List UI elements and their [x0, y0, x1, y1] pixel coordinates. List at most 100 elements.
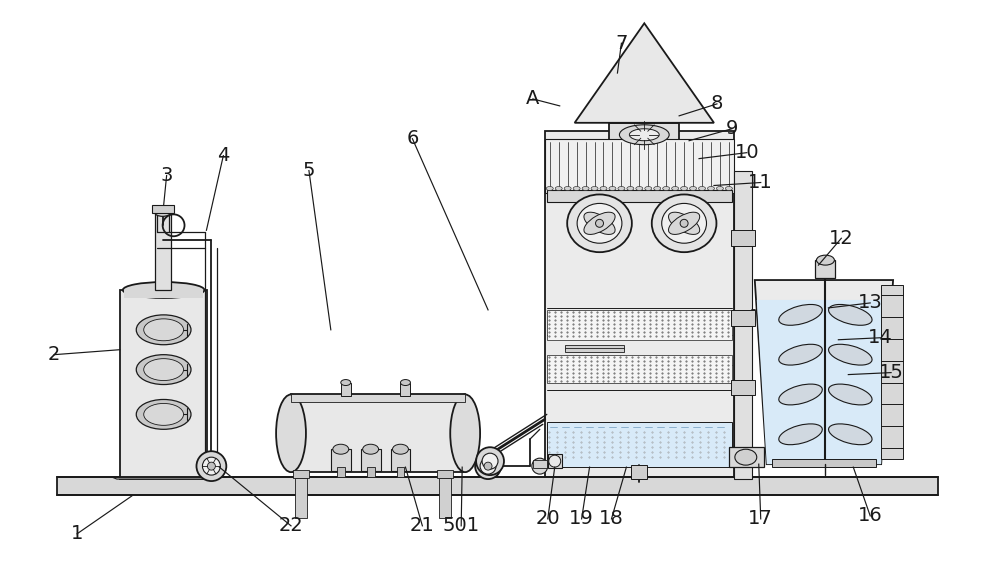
Ellipse shape: [393, 444, 408, 454]
Bar: [120, 290, 207, 479]
Bar: [533, 460, 547, 468]
Ellipse shape: [662, 203, 706, 243]
Ellipse shape: [779, 344, 822, 365]
Text: 5: 5: [303, 161, 315, 180]
Text: 11: 11: [748, 173, 773, 192]
Ellipse shape: [196, 451, 226, 481]
Ellipse shape: [363, 444, 379, 454]
Bar: [331, 449, 351, 471]
Polygon shape: [575, 23, 714, 123]
Ellipse shape: [829, 305, 872, 325]
Text: A: A: [526, 89, 540, 108]
Ellipse shape: [207, 462, 215, 470]
Ellipse shape: [276, 395, 306, 472]
Ellipse shape: [136, 400, 191, 429]
Ellipse shape: [627, 187, 634, 191]
Ellipse shape: [577, 203, 622, 243]
Text: 2: 2: [48, 345, 60, 364]
Bar: [547, 191, 732, 202]
Text: 22: 22: [279, 516, 303, 535]
Ellipse shape: [333, 444, 349, 454]
Bar: [367, 467, 375, 477]
Ellipse shape: [652, 195, 716, 252]
Ellipse shape: [829, 384, 872, 405]
Bar: [545, 131, 734, 477]
Bar: [731, 380, 755, 396]
Bar: [337, 467, 345, 477]
Ellipse shape: [690, 187, 697, 191]
Ellipse shape: [829, 344, 872, 365]
Ellipse shape: [202, 457, 220, 475]
Ellipse shape: [600, 187, 607, 191]
Ellipse shape: [400, 380, 410, 385]
Ellipse shape: [584, 212, 615, 234]
Bar: [152, 206, 174, 213]
Ellipse shape: [480, 458, 496, 474]
Bar: [341, 382, 351, 396]
Ellipse shape: [136, 355, 191, 385]
Ellipse shape: [779, 384, 822, 405]
Ellipse shape: [609, 187, 616, 191]
Ellipse shape: [555, 187, 562, 191]
Text: 15: 15: [879, 363, 904, 382]
Ellipse shape: [549, 455, 561, 467]
Text: 6: 6: [406, 129, 419, 148]
Ellipse shape: [144, 403, 184, 425]
Text: 8: 8: [711, 94, 723, 113]
Bar: [547, 310, 732, 340]
Text: 3: 3: [160, 166, 173, 185]
Bar: [291, 395, 465, 403]
Text: 19: 19: [569, 509, 594, 528]
Ellipse shape: [654, 187, 661, 191]
Bar: [361, 449, 381, 471]
Bar: [772, 459, 876, 467]
Bar: [400, 382, 410, 396]
Ellipse shape: [672, 187, 679, 191]
Bar: [734, 170, 752, 479]
Ellipse shape: [735, 449, 757, 465]
Text: 18: 18: [599, 509, 624, 528]
Bar: [731, 230, 755, 246]
Ellipse shape: [619, 125, 669, 145]
Ellipse shape: [475, 453, 501, 479]
Ellipse shape: [725, 187, 732, 191]
Text: 21: 21: [410, 516, 435, 535]
Ellipse shape: [482, 453, 498, 469]
Bar: [439, 478, 451, 518]
Bar: [391, 449, 410, 471]
Bar: [291, 395, 465, 472]
Bar: [609, 123, 679, 147]
Ellipse shape: [816, 255, 834, 265]
Bar: [155, 213, 171, 290]
Text: 4: 4: [217, 146, 230, 165]
Bar: [547, 355, 732, 382]
Bar: [124, 290, 203, 298]
Bar: [565, 348, 624, 352]
Polygon shape: [755, 280, 893, 464]
Text: 12: 12: [829, 229, 854, 248]
Ellipse shape: [532, 458, 548, 474]
Ellipse shape: [707, 187, 714, 191]
Text: 20: 20: [535, 509, 560, 528]
Ellipse shape: [144, 319, 184, 341]
Ellipse shape: [699, 187, 706, 191]
Bar: [545, 139, 734, 194]
Ellipse shape: [546, 187, 553, 191]
Bar: [881, 285, 903, 459]
Ellipse shape: [596, 219, 603, 228]
Text: 9: 9: [726, 119, 738, 138]
Ellipse shape: [591, 187, 598, 191]
Ellipse shape: [669, 212, 700, 234]
Text: 17: 17: [748, 509, 773, 528]
Bar: [729, 447, 764, 467]
Ellipse shape: [144, 359, 184, 381]
Bar: [565, 344, 624, 348]
Ellipse shape: [645, 187, 652, 191]
Ellipse shape: [484, 462, 492, 470]
Ellipse shape: [618, 187, 625, 191]
Bar: [437, 470, 453, 478]
Ellipse shape: [155, 209, 171, 217]
Ellipse shape: [636, 187, 643, 191]
Ellipse shape: [567, 195, 632, 252]
Ellipse shape: [341, 380, 351, 385]
